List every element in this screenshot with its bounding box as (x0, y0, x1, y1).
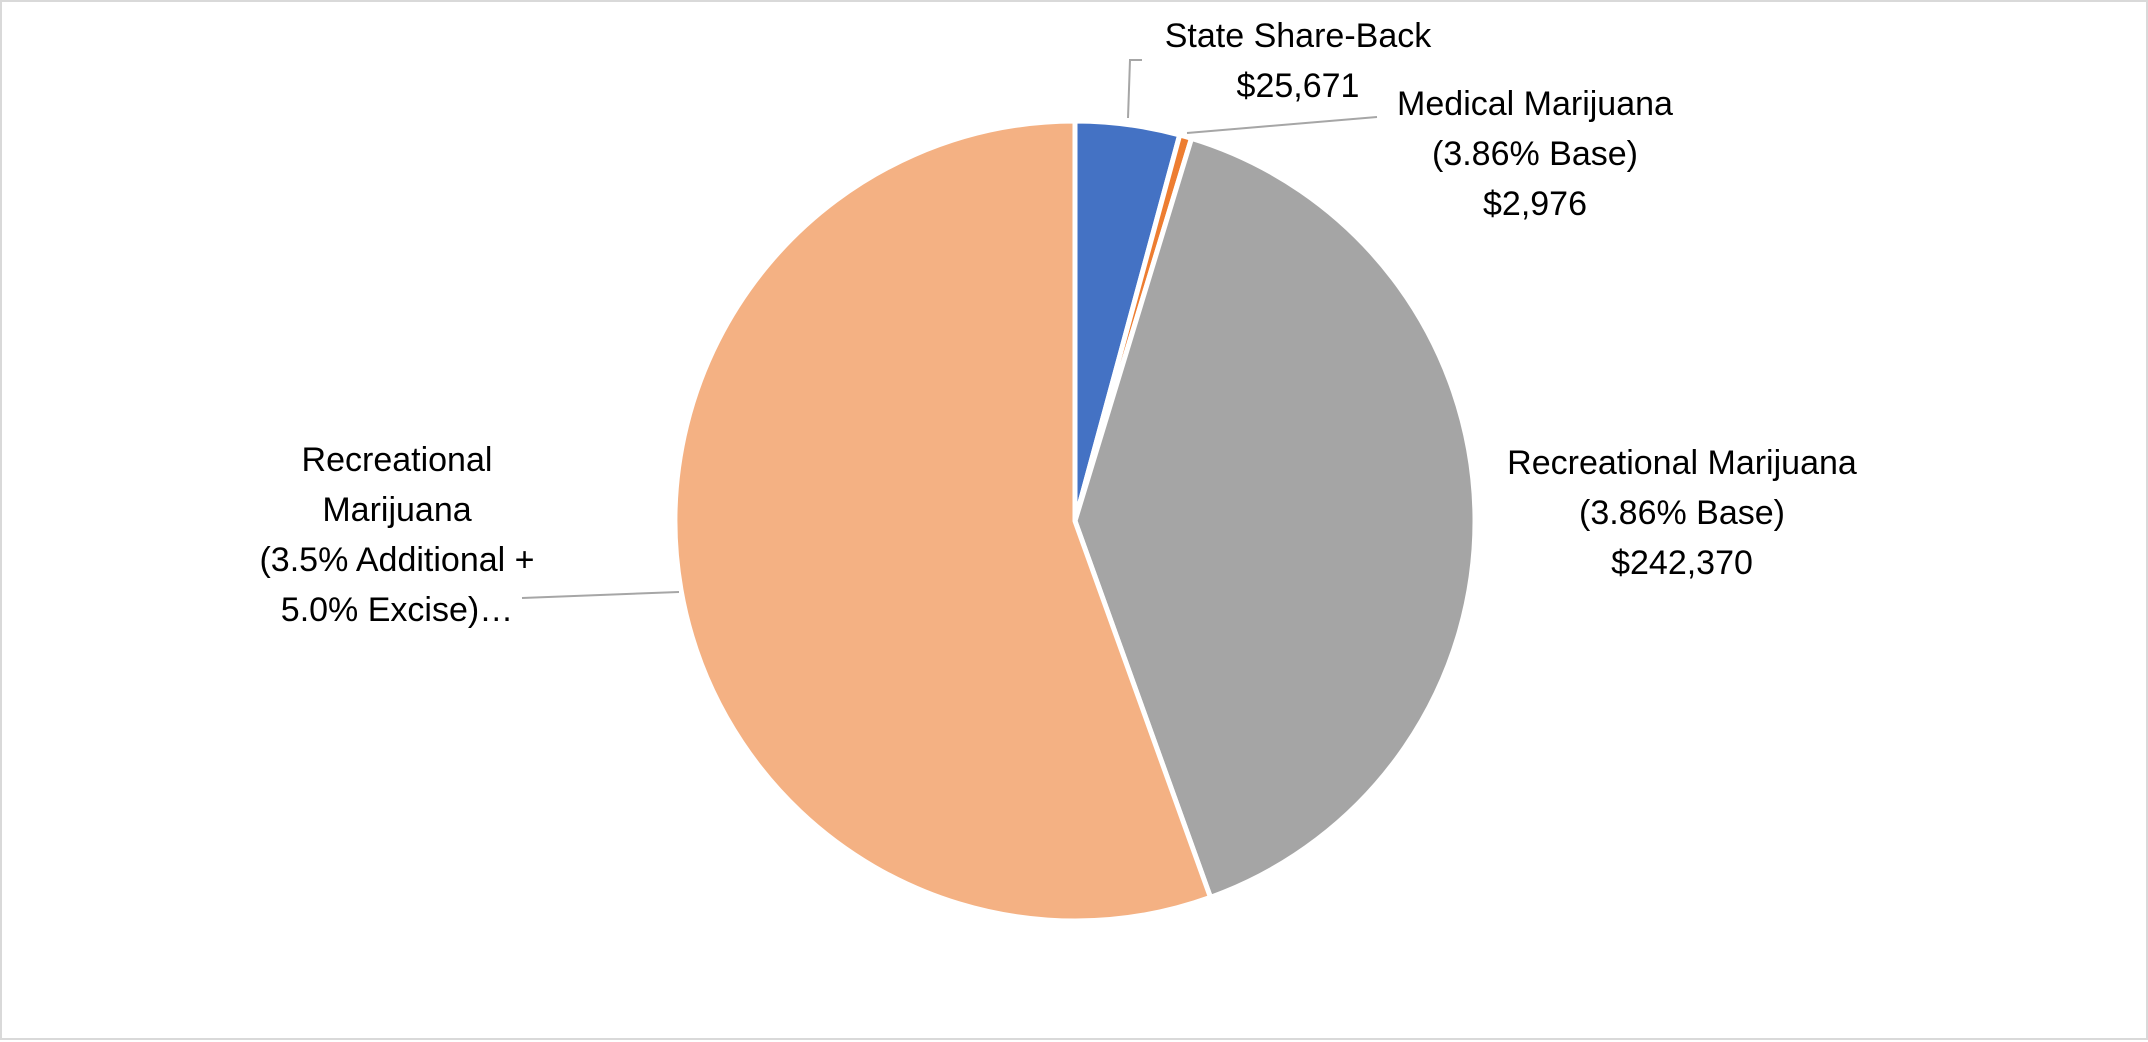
data-label-1-line-1: State Share-Back (1165, 17, 1432, 55)
data-label-3: Recreational Marijuana (3.86% Base) $242,3… (1507, 444, 1857, 582)
data-label-4-line-3: (3.5% Additional + (259, 541, 534, 579)
data-label-2: Medical Marijuana (3.86% Base) $2,976 (1397, 85, 1673, 223)
leader-line-4 (521, 591, 680, 599)
data-label-3-line-1: Recreational Marijuana (1507, 444, 1857, 482)
pie-slice-4 (672, 118, 1213, 924)
data-label-4-line-1: Recreational (302, 441, 493, 479)
data-label-3-line-3: $242,370 (1611, 544, 1753, 582)
leader-lines (521, 59, 1378, 599)
data-label-2-line-1: Medical Marijuana (1397, 85, 1673, 123)
leader-line-1 (1127, 59, 1142, 119)
pie-slice-3 (1072, 135, 1478, 900)
data-label-2-line-2: (3.86% Base) (1432, 135, 1638, 173)
leader-line-2 (1186, 116, 1378, 134)
pie-slices (672, 118, 1478, 924)
data-label-1-line-2: $25,671 (1237, 67, 1360, 105)
data-label-2-line-3: $2,976 (1483, 185, 1587, 223)
data-label-4: Recreational Marijuana (3.5% Additional + 5… (259, 441, 534, 629)
data-label-3-line-2: (3.86% Base) (1579, 494, 1785, 532)
slice-labels: State Share-Back $25,671 Medical Marijuana… (259, 17, 1856, 629)
data-label-4-line-4: 5.0% Excise)… (281, 591, 513, 629)
data-label-4-line-2: Marijuana (322, 491, 471, 529)
data-label-1: State Share-Back $25,671 (1165, 17, 1432, 105)
